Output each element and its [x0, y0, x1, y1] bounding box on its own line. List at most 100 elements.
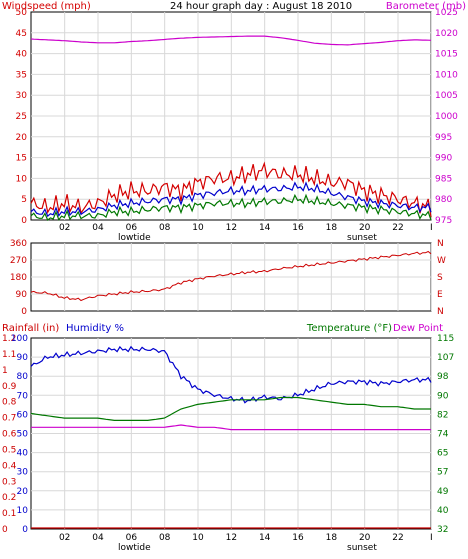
temp-x-tick-11: I — [430, 533, 433, 543]
temp-x-tick-9: 20 — [359, 533, 371, 543]
wind-x-tick-5: 12 — [226, 223, 237, 233]
barometer-tick-0: 975 — [435, 216, 452, 226]
wind-x-tick-3: 08 — [159, 223, 171, 233]
rainfall-tick-3: 0.3 — [2, 477, 16, 487]
temp-x-tick-2: 06 — [126, 533, 138, 543]
temp-x-tick-3: 08 — [159, 533, 171, 543]
windspeed-tick-10: 50 — [16, 8, 28, 18]
temp-series-2 — [31, 424, 431, 431]
humidity-tick-4: 20 — [17, 487, 29, 497]
direction-tick-3: 270 — [10, 256, 27, 266]
barometer-tick-4: 995 — [435, 133, 452, 143]
compass-tick-3: W — [437, 256, 446, 266]
rainfall-tick-0: 0 — [2, 525, 8, 535]
direction-degree-labels: 0 90 180 270 360 — [10, 239, 27, 317]
windspeed-tick-9: 45 — [16, 29, 27, 39]
temperature-tick-3: 57 — [437, 468, 448, 478]
barometer-tick-3: 990 — [435, 154, 452, 164]
dewpoint-axis-label: Dew Point — [393, 323, 443, 334]
windspeed-tick-labels: 0 5 10 15 20 25 30 35 40 45 50 — [16, 8, 28, 226]
wind-series-3 — [30, 193, 432, 221]
barometer-axis-label: Barometer (mb) — [386, 1, 466, 12]
panel-temp-series — [30, 345, 432, 529]
humidity-tick-12: 60 — [17, 410, 29, 420]
humidity-tick-8: 40 — [17, 449, 29, 459]
wind-x-tick-11: I — [430, 223, 433, 233]
wind-series-0 — [30, 161, 432, 218]
wind-x-tick-4: 10 — [192, 223, 204, 233]
rainfall-tick-8: 0.8 — [2, 398, 17, 408]
rainfall-tick-1: 0.1 — [2, 509, 16, 519]
rainfall-tick-12: 1.2 — [2, 334, 16, 344]
temp-x-tick-4: 10 — [192, 533, 204, 543]
panel-temp-humidity: Rainfall (in) Humidity % Temperature (°F… — [2, 323, 454, 553]
compass-tick-2: S — [437, 273, 443, 283]
wind-x-tick-0: 02 — [59, 223, 70, 233]
humidity-tick-0: 0 — [22, 525, 28, 535]
rainfall-tick-11: 1.1 — [2, 350, 16, 360]
temperature-tick-1: 40 — [437, 506, 449, 516]
windspeed-axis-label: Windspeed (mph) — [2, 1, 91, 12]
barometer-tick-7: 1010 — [435, 70, 458, 80]
panel-temp-grid — [31, 338, 432, 529]
windspeed-tick-3: 15 — [16, 154, 27, 164]
wind-series-2 — [30, 181, 432, 218]
panel-direction-series — [30, 250, 432, 302]
rainfall-tick-5: 0.5 — [2, 445, 16, 455]
wind-x-tick-8: 18 — [326, 223, 338, 233]
temp-series-1 — [30, 396, 431, 421]
temperature-tick-6: 82 — [437, 410, 448, 420]
temp-x-tick-5: 12 — [226, 533, 237, 543]
panel-wind-x-ticks: 02 04 06 08 10 12 14 16 18 20 22 I — [59, 223, 433, 233]
direction-series-0 — [30, 250, 432, 302]
barometer-tick-labels: 975 980 985 990 995 1000 1005 1010 1015 1020 1025 — [435, 8, 458, 226]
temp-x-tick-8: 18 — [326, 533, 338, 543]
panel-temp-x-ticks: 02 04 06 08 10 12 14 16 18 20 22 I — [59, 533, 433, 543]
temp-x-tick-10: 22 — [392, 533, 403, 543]
direction-tick-2: 180 — [10, 273, 27, 283]
barometer-tick-10: 1025 — [435, 8, 458, 18]
panel-wind-baro: Windspeed (mph) 24 hour graph day : Augu… — [2, 1, 466, 243]
temperature-axis-label: Temperature (°F) — [306, 323, 392, 334]
direction-tick-1: 90 — [16, 290, 28, 300]
compass-tick-1: E — [437, 290, 443, 300]
wind-x-tick-1: 04 — [92, 223, 104, 233]
temperature-tick-4: 65 — [437, 449, 448, 459]
rainfall-tick-10: 1 — [2, 366, 8, 376]
barometer-tick-6: 1005 — [435, 91, 458, 101]
humidity-tick-14: 70 — [17, 391, 29, 401]
temp-x-tick-7: 16 — [292, 533, 304, 543]
barometer-tick-1: 980 — [435, 195, 452, 205]
graph-title: 24 hour graph day : August 18 2010 — [170, 1, 352, 12]
humidity-tick-16: 80 — [17, 372, 29, 382]
wind-x-tick-6: 14 — [259, 223, 271, 233]
direction-tick-0: 0 — [21, 307, 27, 317]
humidity-tick-6: 30 — [17, 468, 29, 478]
windspeed-tick-1: 5 — [21, 195, 27, 205]
humidity-tick-20: 100 — [11, 334, 28, 344]
wind-x-tick-2: 06 — [126, 223, 138, 233]
barometer-tick-8: 1015 — [435, 50, 458, 60]
panel-direction-grid — [31, 243, 432, 311]
humidity-tick-2: 10 — [17, 506, 29, 516]
windspeed-tick-6: 30 — [16, 91, 28, 101]
windspeed-tick-0: 0 — [21, 216, 27, 226]
humidity-tick-labels: 0 10 20 30 40 50 60 70 80 90 100 — [11, 334, 28, 535]
rainfall-tick-7: 0.7 — [2, 414, 16, 424]
barometer-tick-2: 985 — [435, 174, 452, 184]
windspeed-tick-7: 35 — [16, 70, 27, 80]
temperature-tick-7: 90 — [437, 391, 449, 401]
temperature-tick-0: 32 — [437, 525, 448, 535]
temperature-tick-8: 98 — [437, 372, 449, 382]
temp-series-0 — [30, 345, 432, 404]
temperature-tick-2: 49 — [437, 487, 449, 497]
rainfall-tick-4: 0.4 — [2, 461, 17, 471]
temp-x-tick-0: 02 — [59, 533, 70, 543]
temperature-tick-labels: 32 40 49 57 65 74 82 90 98 107 115 — [437, 334, 454, 535]
rainfall-tick-labels: 0 0.1 0.2 0.3 0.4 0.5 0.6 0.7 0.8 0.9 1 1.1 1.2 — [2, 334, 17, 535]
rainfall-tick-6: 0.6 — [2, 430, 17, 440]
